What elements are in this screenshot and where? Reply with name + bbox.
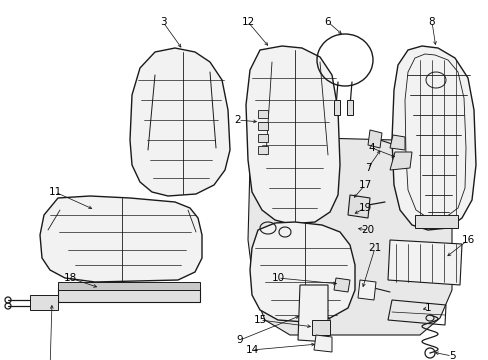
Text: 19: 19: [358, 203, 371, 213]
Polygon shape: [333, 278, 349, 292]
Polygon shape: [389, 135, 404, 150]
Text: 15: 15: [253, 315, 266, 325]
Polygon shape: [391, 46, 475, 230]
Text: 4: 4: [368, 143, 375, 153]
Polygon shape: [58, 288, 200, 302]
Text: 7: 7: [364, 163, 370, 173]
Polygon shape: [258, 146, 267, 154]
Text: 8: 8: [428, 17, 434, 27]
Text: 5: 5: [448, 351, 454, 360]
Polygon shape: [130, 48, 229, 196]
Text: 11: 11: [48, 187, 61, 197]
Polygon shape: [258, 134, 267, 142]
Text: 3: 3: [160, 17, 166, 27]
Polygon shape: [311, 320, 329, 335]
Polygon shape: [40, 196, 202, 282]
Text: 12: 12: [241, 17, 254, 27]
Text: 17: 17: [358, 180, 371, 190]
Polygon shape: [346, 100, 352, 115]
Polygon shape: [389, 152, 411, 170]
Polygon shape: [367, 130, 381, 148]
Polygon shape: [30, 295, 58, 310]
Polygon shape: [313, 335, 331, 352]
Polygon shape: [258, 110, 267, 118]
Polygon shape: [249, 222, 354, 322]
Polygon shape: [357, 280, 375, 300]
Polygon shape: [258, 122, 267, 130]
Text: 6: 6: [324, 17, 331, 27]
Text: 14: 14: [245, 345, 258, 355]
Text: 21: 21: [367, 243, 381, 253]
Polygon shape: [387, 240, 461, 285]
Text: 9: 9: [236, 335, 243, 345]
Text: 10: 10: [271, 273, 284, 283]
Polygon shape: [58, 282, 200, 290]
Text: 20: 20: [361, 225, 374, 235]
Text: 18: 18: [63, 273, 77, 283]
Polygon shape: [247, 138, 451, 335]
Text: 1: 1: [424, 303, 430, 313]
Polygon shape: [414, 215, 457, 228]
Text: 2: 2: [234, 115, 241, 125]
Polygon shape: [245, 46, 339, 224]
Polygon shape: [297, 285, 327, 342]
Polygon shape: [333, 100, 339, 115]
Text: 16: 16: [461, 235, 474, 245]
Polygon shape: [347, 195, 369, 218]
